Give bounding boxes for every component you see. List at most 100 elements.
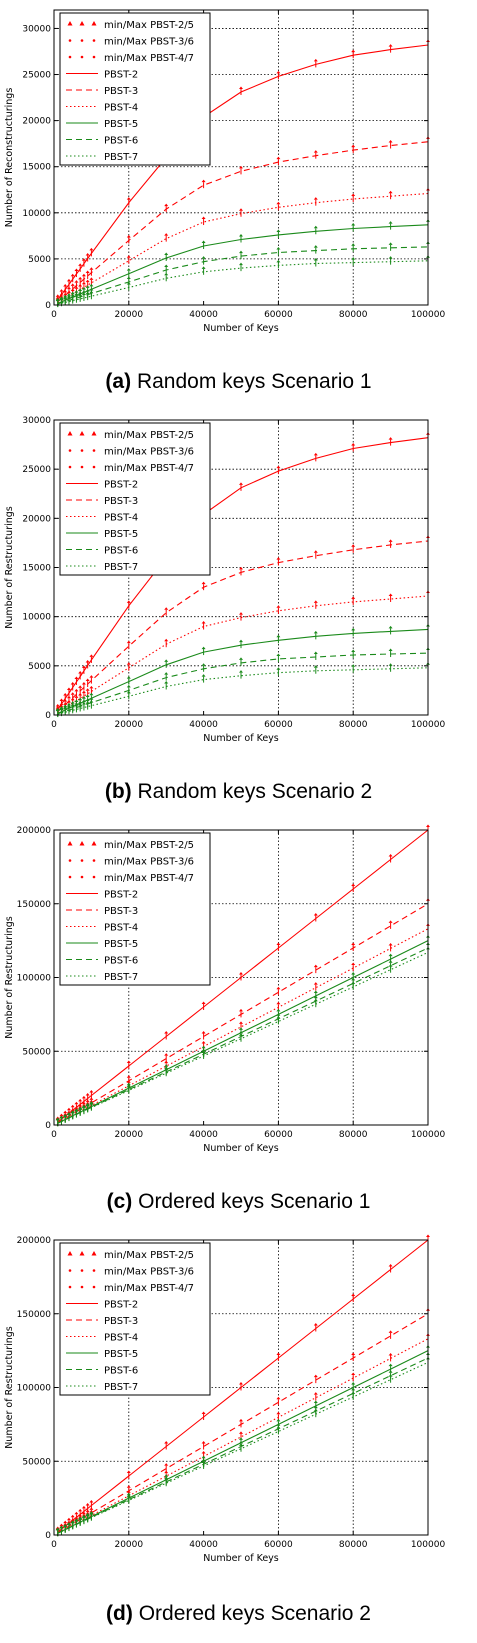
legend-label: min/Max PBST-3/6 <box>104 857 194 868</box>
data-point <box>351 443 356 452</box>
data-point <box>74 294 79 303</box>
caption-d: (d) Ordered keys Scenario 2 <box>0 1602 477 1626</box>
data-point <box>313 651 318 660</box>
data-point <box>313 197 318 206</box>
chart-panel-b: 0 20000 40000 60000 80000 100000 0 5000 10000 150… <box>0 410 477 820</box>
legend-label: PBST-4 <box>104 1333 138 1344</box>
legend-entry: PBST-2 <box>66 1300 138 1311</box>
data-point <box>85 1513 90 1523</box>
data-point <box>89 247 94 257</box>
data-point <box>78 702 83 712</box>
data-point <box>351 883 356 892</box>
data-point <box>388 593 393 602</box>
data-point <box>81 665 86 674</box>
legend-label: PBST-3 <box>104 86 138 97</box>
y-tick-label: 20000 <box>22 514 51 524</box>
data-point <box>313 225 318 235</box>
legend-label: PBST-6 <box>104 1366 138 1377</box>
data-point <box>78 685 83 694</box>
x-tick-label: 100000 <box>411 310 446 320</box>
data-point <box>313 630 318 640</box>
data-point <box>351 664 356 673</box>
caption-b: (b) Random keys Scenario 2 <box>0 780 477 804</box>
legend-label: PBST-2 <box>104 1300 138 1311</box>
legend-entry: min/Max PBST-2/5 <box>67 430 194 441</box>
data-point <box>59 1526 64 1535</box>
y-tick-label: 10000 <box>22 209 51 219</box>
data-point <box>351 962 356 972</box>
data-point <box>351 1391 356 1400</box>
data-point <box>126 690 131 700</box>
data-point <box>66 1112 71 1122</box>
y-tick-label: 0 <box>45 301 51 311</box>
caption-c: (c) Ordered keys Scenario 1 <box>0 1190 477 1214</box>
data-point <box>388 854 393 863</box>
data-point <box>388 221 393 230</box>
x-tick-label: 0 <box>51 310 57 320</box>
data-point <box>201 266 206 275</box>
data-point <box>313 964 318 974</box>
caption-c-text: Ordered keys Scenario 1 <box>138 1190 371 1213</box>
data-point <box>388 190 393 200</box>
data-point <box>313 665 318 674</box>
y-axis-label: Number of Restructurings <box>4 1326 15 1449</box>
data-point <box>164 203 169 213</box>
data-point <box>351 1293 356 1302</box>
legend-entry: PBST-2 <box>66 70 138 81</box>
data-point <box>78 670 83 680</box>
data-point <box>201 1050 206 1059</box>
data-point <box>164 1477 169 1487</box>
data-point <box>81 258 86 267</box>
legend-label: PBST-4 <box>104 103 138 114</box>
data-point <box>313 1392 318 1401</box>
data-point <box>239 639 243 649</box>
legend-entry: PBST-4 <box>66 513 138 524</box>
y-tick-label: 5000 <box>28 255 51 265</box>
x-tick-label: 60000 <box>264 1540 293 1550</box>
data-point <box>78 1517 83 1526</box>
x-tick-label: 80000 <box>339 720 368 730</box>
data-point <box>239 1418 243 1428</box>
caption-d-label: (d) <box>106 1602 133 1625</box>
y-tick-label: 50000 <box>22 1457 51 1467</box>
y-tick-label: 150000 <box>17 1310 52 1320</box>
data-point <box>276 942 281 951</box>
series-line-pbst-7 <box>57 667 429 715</box>
data-point <box>78 1107 83 1116</box>
data-point <box>239 612 243 621</box>
legend-entry: PBST-7 <box>66 152 138 163</box>
plot-frame <box>53 9 429 306</box>
data-point <box>276 986 281 996</box>
data-point <box>126 255 131 264</box>
legend-entry: min/Max PBST-2/5 <box>67 840 194 851</box>
data-point <box>351 193 356 202</box>
data-point <box>239 234 243 243</box>
data-point <box>388 920 393 929</box>
x-tick-label: 60000 <box>264 1130 293 1140</box>
caption-a-text: Random keys Scenario 1 <box>136 370 372 393</box>
legend-label: min/Max PBST-3/6 <box>104 447 194 458</box>
legend-entry: min/Max PBST-3/6 <box>68 857 194 868</box>
data-point <box>85 1103 90 1113</box>
x-tick-label: 60000 <box>264 310 293 320</box>
legend-entry: PBST-4 <box>66 1333 138 1344</box>
y-tick-label: 25000 <box>22 71 51 81</box>
legend-label: min/Max PBST-2/5 <box>104 840 194 851</box>
data-point <box>201 581 206 591</box>
x-tick-label: 100000 <box>411 720 446 730</box>
x-axis-label: Number of Keys <box>203 1143 279 1154</box>
caption-c-label: (c) <box>106 1190 133 1213</box>
data-point <box>164 638 169 648</box>
data-point <box>351 257 356 266</box>
data-point <box>201 1441 206 1450</box>
legend-entry: PBST-5 <box>66 939 138 950</box>
x-tick-label: 80000 <box>339 1130 368 1140</box>
data-point <box>276 70 281 80</box>
legend-label: min/Max PBST-3/6 <box>104 37 194 48</box>
data-point <box>388 242 393 251</box>
legend-label: min/Max PBST-2/5 <box>104 20 194 31</box>
data-point <box>201 1460 206 1469</box>
legend-label: PBST-3 <box>104 906 138 917</box>
data-point <box>276 634 281 644</box>
legend-label: PBST-4 <box>104 923 138 934</box>
